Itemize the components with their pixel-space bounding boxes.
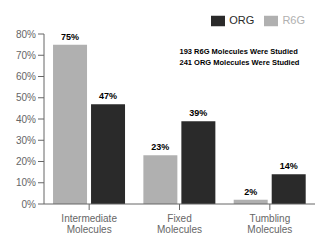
svg-text:80%: 80% xyxy=(16,29,36,40)
html-text:193 R6G Molecules Were Studied: 193 R6G Molecules Were Studied xyxy=(179,47,298,56)
svg-text:47%: 47% xyxy=(99,91,117,101)
svg-text:10%: 10% xyxy=(16,177,36,188)
svg-text:2%: 2% xyxy=(244,187,257,197)
html-text:ORG: ORG xyxy=(229,14,255,26)
svg-text:40%: 40% xyxy=(16,114,36,125)
svg-text:50%: 50% xyxy=(16,92,36,103)
svg-text:60%: 60% xyxy=(16,71,36,82)
svg-text:70%: 70% xyxy=(16,50,36,61)
svg-text:14%: 14% xyxy=(280,161,298,171)
html-text:R6G: R6G xyxy=(282,14,305,26)
svg-text:TumblingMolecules: TumblingMolecules xyxy=(247,213,292,234)
svg-text:0%: 0% xyxy=(22,199,37,210)
html-text:241 ORG Molecules Were Studied: 241 ORG Molecules Were Studied xyxy=(179,58,300,67)
svg-text:FixedMolecules: FixedMolecules xyxy=(157,213,202,234)
svg-text:20%: 20% xyxy=(16,156,36,167)
svg-text:IntermediateMolecules: IntermediateMolecules xyxy=(61,213,117,234)
svg-text:30%: 30% xyxy=(16,135,36,146)
svg-text:23%: 23% xyxy=(151,142,169,152)
svg-text:75%: 75% xyxy=(61,32,79,42)
svg-text:39%: 39% xyxy=(189,108,207,118)
